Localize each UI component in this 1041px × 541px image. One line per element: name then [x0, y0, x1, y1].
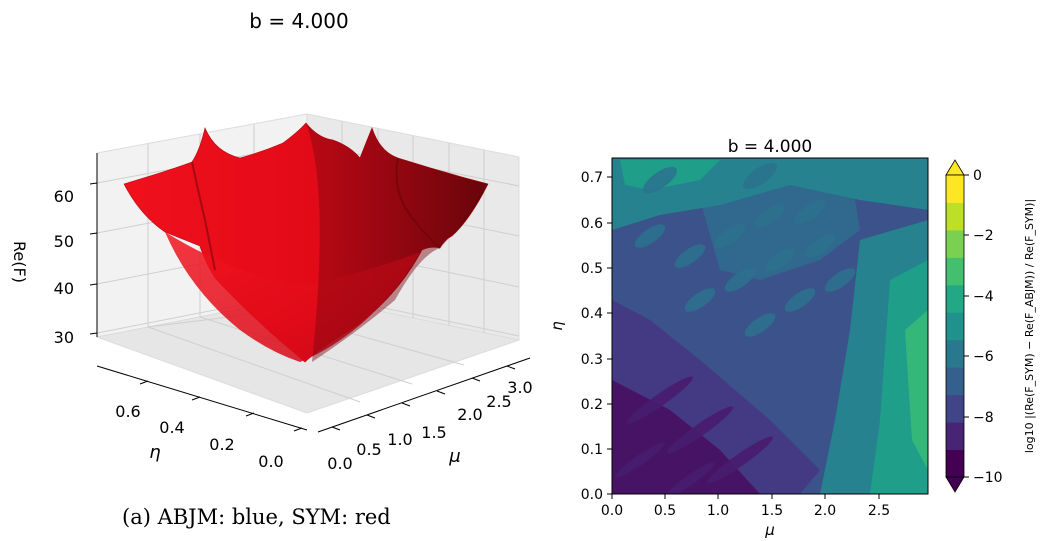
heatmap-title: b = 4.000 — [728, 137, 813, 157]
y-tick-0-6: 0.6 — [581, 216, 603, 232]
region-right-brightest — [905, 310, 928, 470]
z-tick-40: 40 — [54, 279, 74, 298]
colorbar: 0 −2 −4 −6 −8 −10 log10 |(Re(F_SYM) − Re… — [945, 159, 1036, 493]
sym-surface — [123, 122, 489, 363]
colorbar-band — [946, 312, 964, 341]
surface-plot: b = 4.000 — [10, 9, 533, 473]
blob-pattern — [634, 162, 856, 337]
heatmap-frame — [611, 157, 929, 495]
y-tick-0-1: 0.1 — [581, 442, 603, 458]
eta-axis-label: η — [149, 442, 160, 463]
mu-tick-0-0: 0.0 — [327, 454, 352, 473]
colorbar-band — [946, 257, 964, 286]
x-tick-2-5: 2.5 — [868, 503, 890, 519]
z-tick-60: 60 — [54, 187, 74, 206]
dark-streaks — [615, 376, 773, 494]
y-tick-0-2: 0.2 — [581, 397, 603, 413]
colorbar-frame — [945, 174, 965, 478]
colorbar-top-arrow — [945, 159, 965, 176]
y-tick-0-4: 0.4 — [581, 306, 603, 322]
colorbar-band — [946, 202, 964, 231]
heatmap-plot: b = 4.000 — [548, 137, 1036, 539]
colorbar-band — [946, 284, 964, 313]
eta-tick-0-4: 0.4 — [159, 418, 184, 437]
mu-axis-label: μ — [448, 446, 460, 467]
surface-ridge-right — [395, 157, 441, 249]
mu-tick-1-5: 1.5 — [421, 423, 446, 442]
cbar-tick-m4: −4 — [973, 289, 994, 305]
colorbar-bottom-arrow — [945, 476, 965, 493]
cbar-tick-m2: −2 — [973, 228, 994, 244]
figure-caption: (a) ABJM: blue, SYM: red — [122, 505, 391, 529]
cbar-tick-0: 0 — [973, 168, 982, 184]
mu-tick-0-5: 0.5 — [356, 440, 381, 459]
y-tick-0-5: 0.5 — [581, 261, 603, 277]
y-tick-0-7: 0.7 — [581, 170, 603, 186]
x-tick-1-5: 1.5 — [761, 503, 783, 519]
surface-lower-front — [165, 232, 420, 362]
mu-tick-2-0: 2.0 — [457, 405, 482, 424]
colorbar-band — [946, 339, 964, 368]
x-tick-0-5: 0.5 — [654, 503, 676, 519]
heatmap-x-axis: 0.0 0.5 1.0 1.5 2.0 2.5 μ — [601, 494, 890, 539]
z-axis-label: Re(F) — [10, 241, 29, 283]
eta-tick-0-0: 0.0 — [258, 452, 283, 471]
mu-tick-1-0: 1.0 — [387, 430, 412, 449]
colorbar-band — [946, 394, 964, 423]
eta-tick-0-2: 0.2 — [209, 435, 234, 454]
cbar-tick-m6: −6 — [973, 349, 994, 365]
y-tick-0-3: 0.3 — [581, 352, 603, 368]
eta-tick-0-6: 0.6 — [115, 402, 140, 421]
cbar-tick-m10: −10 — [973, 470, 1003, 486]
z-tick-50: 50 — [54, 232, 74, 251]
z-tick-30: 30 — [54, 328, 74, 347]
mu-axis: 0.0 0.5 1.0 1.5 2.0 2.5 3.0 μ — [317, 357, 533, 473]
heatmap-y-label: η — [548, 321, 566, 331]
surface-plot-title: b = 4.000 — [249, 9, 348, 33]
colorbar-label: log10 |(Re(F_SYM) − Re(F_ABJM)) / Re(F_S… — [1023, 199, 1036, 453]
x-tick-1-0: 1.0 — [707, 503, 729, 519]
colorbar-band — [946, 229, 964, 258]
heatmap-y-axis: 0.0 0.1 0.2 0.3 0.4 0.5 0.6 0.7 η — [548, 170, 612, 503]
x-tick-2-0: 2.0 — [814, 503, 836, 519]
colorbar-ticks: 0 −2 −4 −6 −8 −10 — [964, 168, 1003, 486]
colorbar-bands — [946, 175, 964, 478]
colorbar-band — [946, 422, 964, 451]
heatmap-field — [612, 158, 928, 494]
z-axis: 60 50 40 30 Re(F) — [10, 153, 98, 347]
y-tick-0-0: 0.0 — [581, 487, 603, 503]
eta-axis: 0.6 0.4 0.2 0.0 η — [96, 365, 308, 471]
surface-ridge-left — [191, 161, 216, 271]
heatmap-x-label: μ — [764, 521, 775, 539]
colorbar-band — [946, 367, 964, 396]
mu-tick-3-0: 3.0 — [507, 378, 532, 397]
cbar-tick-m8: −8 — [973, 410, 994, 426]
surface-shadow-right — [306, 123, 488, 362]
colorbar-band — [946, 175, 964, 203]
colorbar-band — [946, 449, 964, 478]
mu-tick-2-5: 2.5 — [486, 392, 511, 411]
x-tick-0-0: 0.0 — [601, 503, 623, 519]
